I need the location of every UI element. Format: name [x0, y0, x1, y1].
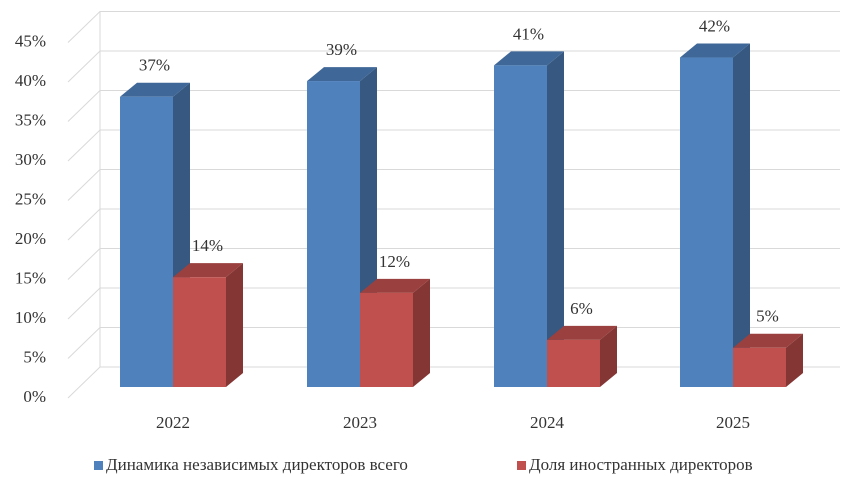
bar-side	[226, 263, 243, 387]
bar-top	[494, 51, 564, 66]
data-label: 42%	[699, 16, 730, 35]
y-tick-label: 45%	[15, 31, 46, 50]
data-label: 37%	[139, 56, 170, 75]
bar-face	[733, 347, 786, 387]
y-tick-label: 30%	[15, 150, 46, 169]
data-label: 14%	[192, 236, 223, 255]
legend-swatch	[94, 461, 103, 470]
legend-swatch	[517, 461, 526, 470]
bar-face	[680, 57, 733, 388]
data-label: 5%	[756, 307, 779, 326]
grid-line	[67, 287, 840, 320]
bar	[360, 278, 430, 387]
grid-line	[67, 208, 840, 241]
bar-face	[173, 277, 226, 387]
bar-top	[173, 263, 243, 278]
y-tick-label: 20%	[15, 229, 46, 248]
bar-side	[600, 325, 617, 387]
y-tick-label: 25%	[15, 189, 46, 208]
bar-top	[120, 82, 190, 97]
grid-line	[67, 50, 840, 83]
bar-top	[307, 67, 377, 82]
bar-face	[494, 65, 547, 387]
y-tick-label: 40%	[15, 71, 46, 90]
x-tick-label: 2022	[156, 413, 190, 432]
grid-line	[67, 90, 840, 122]
bar-top	[733, 333, 803, 348]
y-tick-label: 35%	[15, 110, 46, 129]
data-label: 12%	[379, 252, 410, 271]
grid-line	[67, 169, 840, 201]
bar	[733, 333, 803, 387]
bar-side	[413, 278, 430, 387]
data-label: 41%	[513, 24, 544, 43]
data-label: 6%	[570, 299, 593, 318]
grid-line	[67, 11, 840, 43]
x-tick-label: 2023	[343, 413, 377, 432]
bar	[173, 263, 243, 387]
bar	[547, 325, 617, 387]
bar-face	[120, 96, 173, 387]
y-tick-label: 0%	[23, 387, 46, 406]
x-tick-label: 2024	[530, 413, 565, 432]
bar-side	[786, 333, 803, 387]
grid-line	[67, 129, 840, 162]
bar	[494, 51, 564, 387]
bar	[680, 43, 750, 388]
legend-label: Динамика независимых директоров всего	[106, 455, 408, 474]
grid-line	[67, 248, 840, 280]
legend-label: Доля иностранных директоров	[529, 455, 753, 474]
bar-top	[680, 43, 750, 58]
bar-face	[307, 81, 360, 388]
x-tick-label: 2025	[716, 413, 750, 432]
bar-face	[547, 339, 600, 387]
data-label: 39%	[326, 40, 357, 59]
y-tick-label: 5%	[23, 347, 46, 366]
bar-top	[547, 325, 617, 340]
bar-side	[733, 43, 750, 388]
bar-top	[360, 278, 430, 293]
bar-face	[360, 292, 413, 387]
y-tick-label: 10%	[15, 308, 46, 327]
y-tick-label: 15%	[15, 268, 46, 287]
bar-side	[547, 51, 564, 387]
